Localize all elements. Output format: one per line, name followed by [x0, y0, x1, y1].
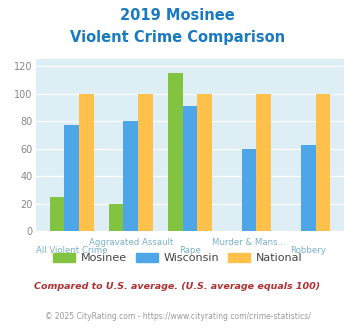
- Bar: [301, 145, 316, 231]
- Bar: [138, 94, 153, 231]
- Legend: Mosinee, Wisconsin, National: Mosinee, Wisconsin, National: [48, 248, 307, 268]
- Bar: [182, 106, 197, 231]
- Bar: [64, 125, 79, 231]
- Bar: [256, 94, 271, 231]
- Bar: [316, 94, 330, 231]
- Bar: [124, 121, 138, 231]
- Text: All Violent Crime: All Violent Crime: [36, 246, 108, 255]
- Text: 2019 Mosinee: 2019 Mosinee: [120, 8, 235, 23]
- Bar: [168, 73, 182, 231]
- Bar: [197, 94, 212, 231]
- Text: Aggravated Assault: Aggravated Assault: [89, 238, 173, 247]
- Text: © 2025 CityRating.com - https://www.cityrating.com/crime-statistics/: © 2025 CityRating.com - https://www.city…: [45, 312, 310, 321]
- Bar: [79, 94, 94, 231]
- Bar: [242, 148, 256, 231]
- Text: Murder & Mans...: Murder & Mans...: [212, 238, 286, 247]
- Text: Rape: Rape: [179, 246, 201, 255]
- Bar: [50, 197, 64, 231]
- Text: Violent Crime Comparison: Violent Crime Comparison: [70, 30, 285, 45]
- Text: Robbery: Robbery: [290, 246, 326, 255]
- Text: Compared to U.S. average. (U.S. average equals 100): Compared to U.S. average. (U.S. average …: [34, 282, 321, 291]
- Bar: [109, 204, 124, 231]
